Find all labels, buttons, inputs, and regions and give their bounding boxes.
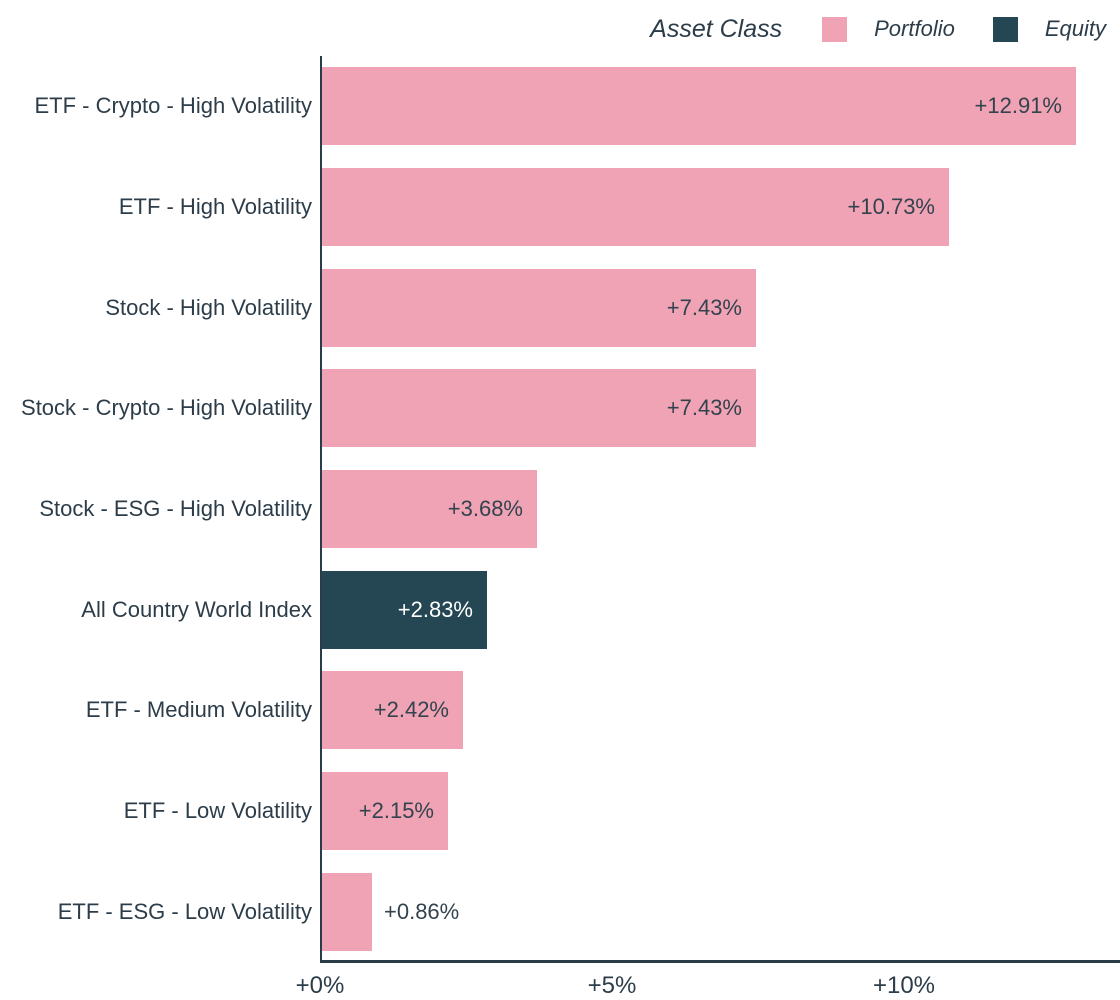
category-label: Stock - ESG - High Volatility [39,496,312,521]
category-label: Stock - High Volatility [105,294,312,320]
legend-items: Portfolio Equity [822,16,1106,42]
bar-portfolio[interactable]: +10.73% [322,168,949,246]
value-label: +12.91% [974,93,1062,119]
legend-item-equity[interactable]: Equity [992,16,1106,42]
category-label: ETF - ESG - Low Volatility [57,898,312,924]
bar-portfolio[interactable]: +12.91% [322,67,1076,146]
y-axis-line [320,56,322,963]
value-label: +7.43% [666,294,742,320]
x-tick-label: +5% [587,972,637,999]
category-label: ETF - High Volatility [118,194,312,219]
bar-portfolio[interactable]: +7.43% [322,369,756,448]
bar-equity[interactable]: +2.83% [322,570,487,649]
legend-item-portfolio[interactable]: Portfolio [822,16,955,42]
category-label: All Country World Index [81,596,312,622]
category-label: Stock - Crypto - High Volatility [21,395,312,421]
bar-portfolio[interactable]: +3.68% [322,470,537,548]
bar-portfolio[interactable] [322,872,372,951]
value-label: +10.73% [847,194,935,219]
legend-title: Asset Class [650,14,783,43]
category-label: ETF - Crypto - High Volatility [34,93,312,119]
x-tick-label: +0% [295,972,345,999]
value-label: +2.83% [397,596,473,622]
legend-label-equity: Equity [1044,16,1106,41]
bar-portfolio[interactable]: +2.15% [322,772,448,850]
value-label: +2.42% [373,697,449,723]
value-label: +0.86% [384,898,460,924]
x-axis-line [320,960,1120,963]
bar-portfolio[interactable]: +2.42% [322,671,463,750]
value-label: +3.68% [447,496,523,521]
chart-legend: Asset Class Portfolio Equity [650,6,1106,52]
value-label: +7.43% [666,395,742,421]
x-tick-label: +10% [872,972,936,999]
legend-swatch-equity[interactable] [992,16,1018,42]
category-label: ETF - Medium Volatility [85,697,312,723]
category-label: ETF - Low Volatility [123,798,312,823]
value-label: +2.15% [358,798,434,823]
legend-label-portfolio: Portfolio [874,16,955,41]
bar-portfolio[interactable]: +7.43% [322,268,756,347]
legend-swatch-portfolio[interactable] [822,16,848,42]
